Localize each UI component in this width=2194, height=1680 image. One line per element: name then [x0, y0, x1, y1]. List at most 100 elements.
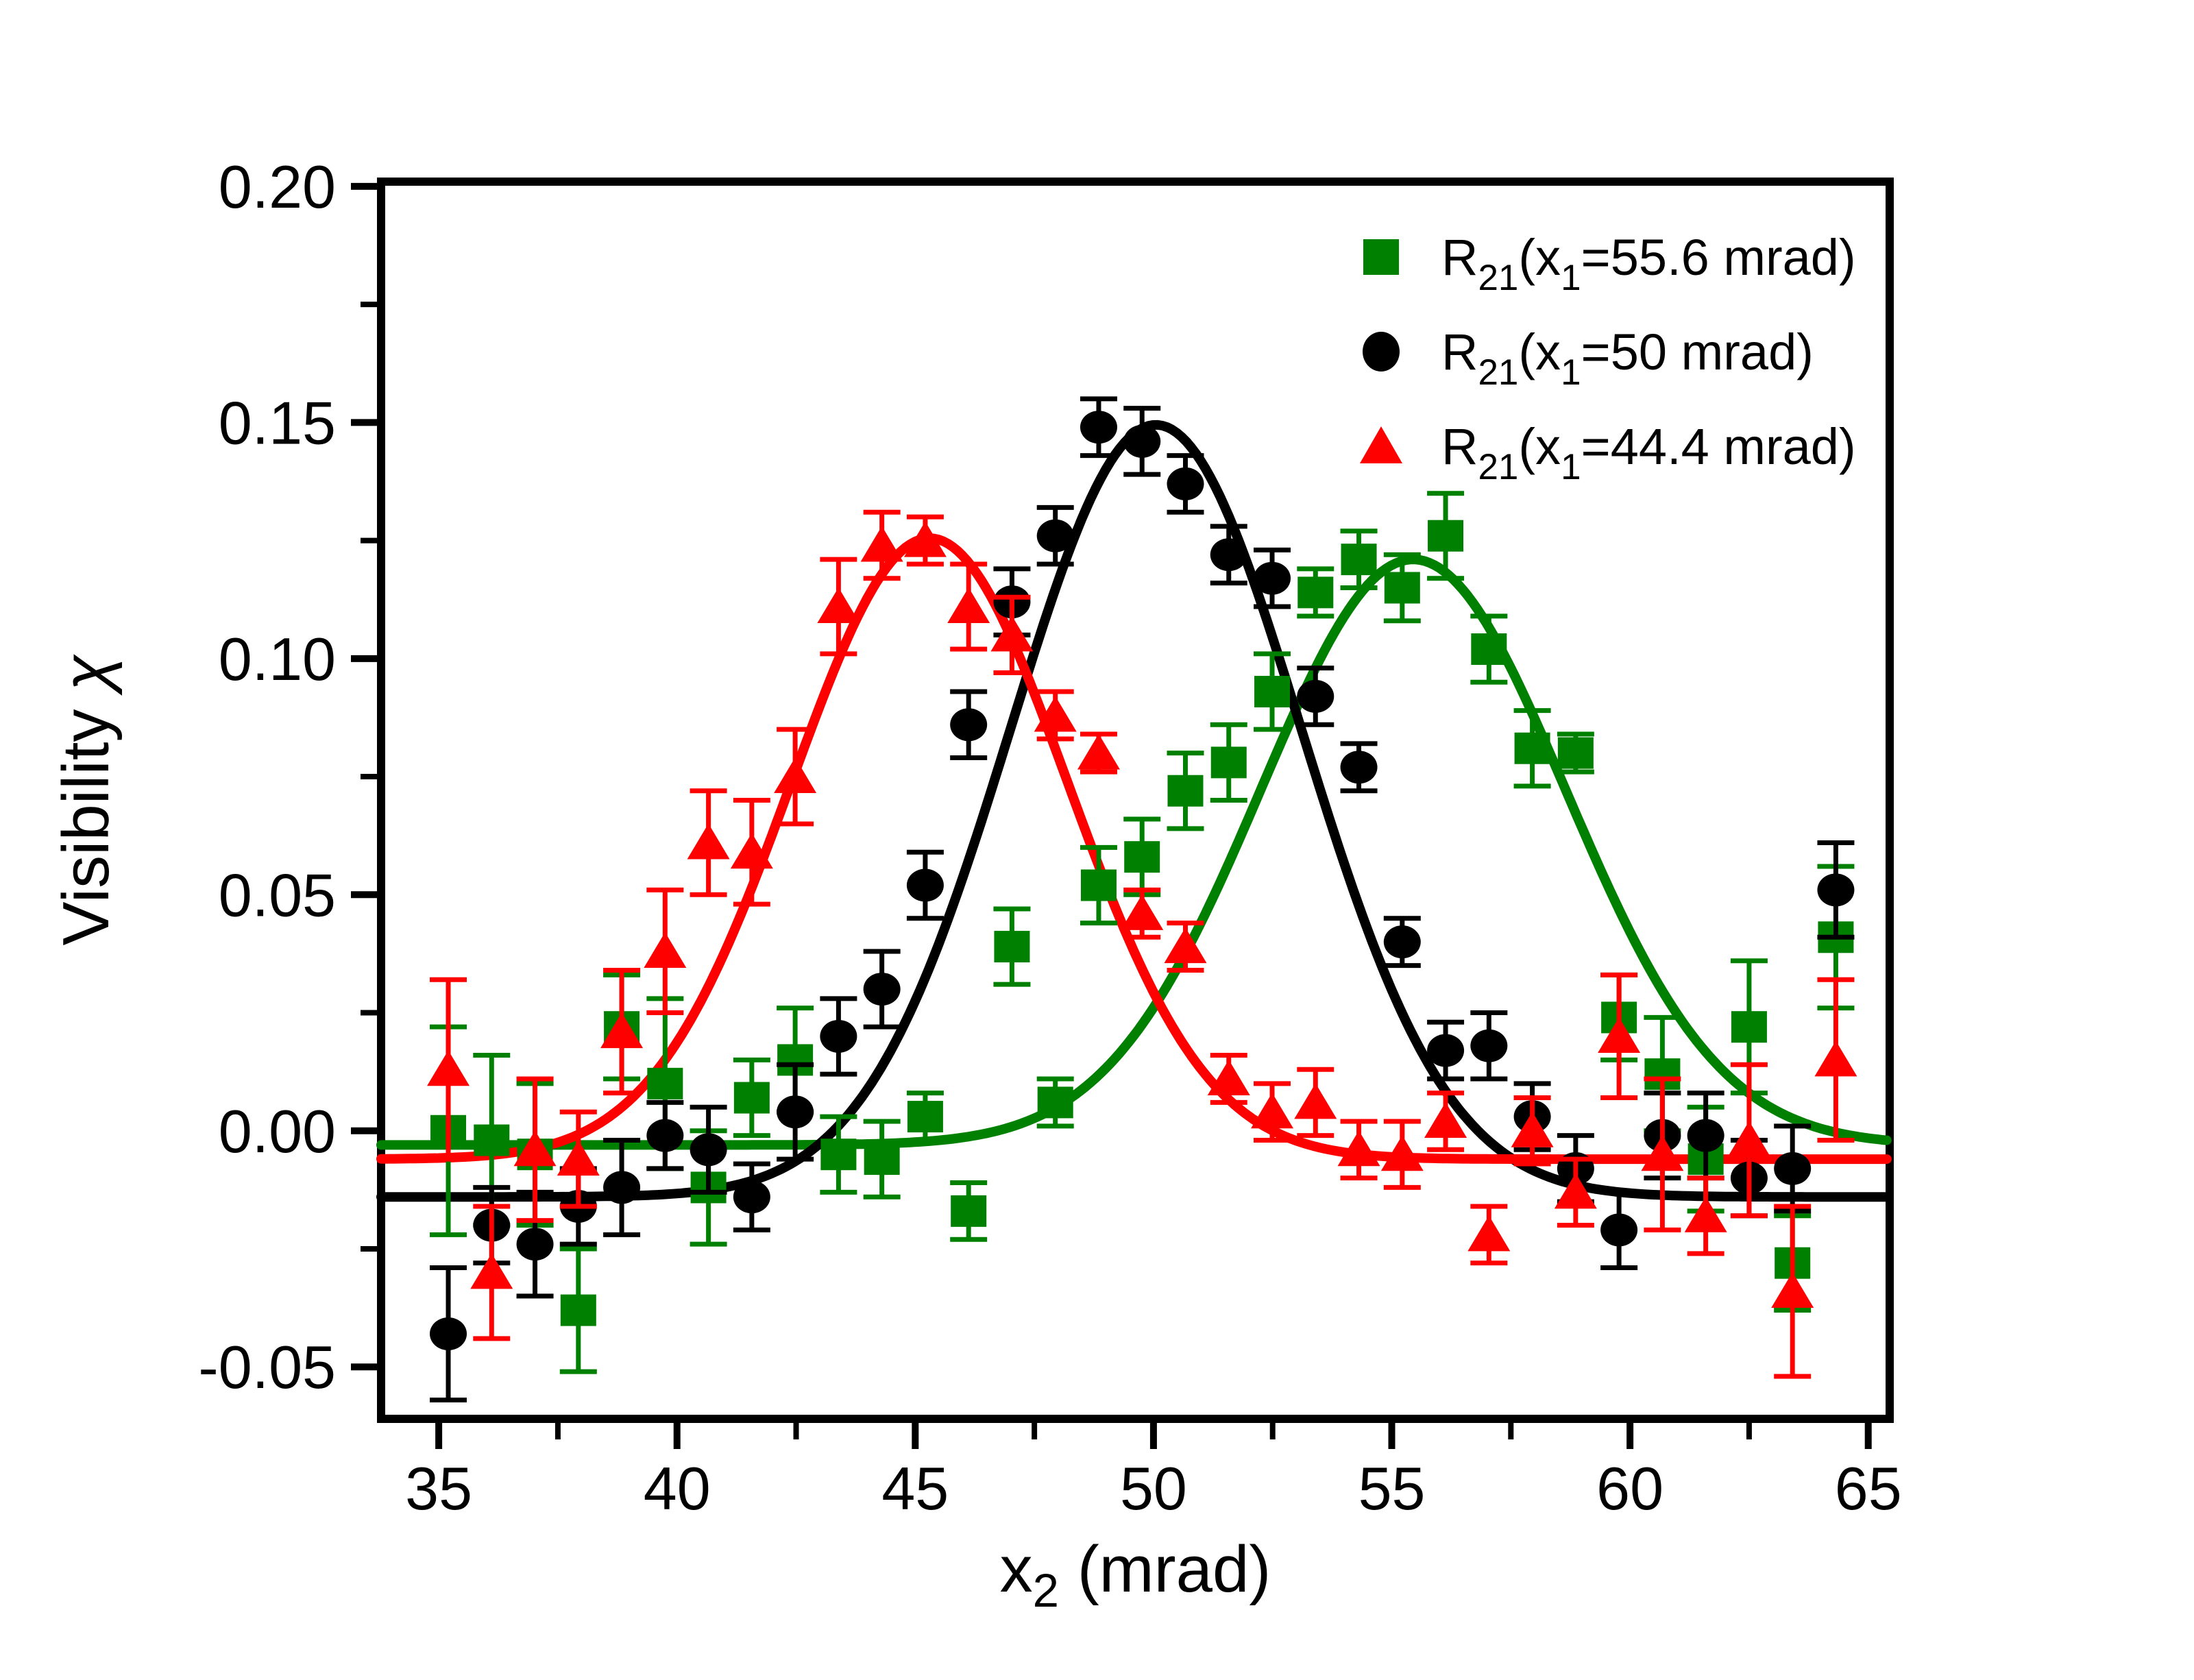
- data-point-square: [1080, 869, 1117, 901]
- data-point-circle: [1340, 751, 1378, 784]
- legend-entry-black: R21(x1=50 mrad): [1363, 324, 1814, 393]
- data-point-square: [1210, 746, 1247, 779]
- data-point-circle: [950, 708, 988, 742]
- data-point-triangle: [990, 616, 1034, 652]
- data-point-circle: [1600, 1213, 1638, 1247]
- data-point-triangle: [1294, 1083, 1337, 1119]
- text-segment: (x: [1518, 229, 1561, 286]
- data-point-square: [1254, 676, 1291, 708]
- data-point-circle: [1774, 1152, 1812, 1185]
- data-point-square: [907, 1101, 943, 1133]
- data-point-triangle: [903, 521, 947, 557]
- x-axis-tick-label: 45: [881, 1454, 949, 1522]
- data-point-circle: [1817, 873, 1855, 907]
- y-axis-tick-label: 0.05: [219, 861, 336, 929]
- x-axis-tick-label: 50: [1120, 1454, 1187, 1522]
- data-point-triangle: [600, 1012, 644, 1049]
- legend-marker-circle: [1363, 332, 1400, 372]
- text-segment: =50 mrad): [1581, 324, 1814, 380]
- y-axis-tick-label: 0.20: [219, 153, 336, 221]
- data-point-circle: [1167, 467, 1204, 500]
- data-point-circle: [1427, 1034, 1465, 1067]
- y-axis-tick-label: 0.10: [219, 625, 336, 693]
- data-point-circle: [863, 973, 901, 1006]
- data-point-triangle: [1121, 894, 1164, 930]
- data-point-square: [1471, 633, 1507, 666]
- text-segment: 1: [1561, 352, 1581, 393]
- legend-entry-red: R21(x1=44.4 mrad): [1360, 418, 1856, 487]
- data-point-triangle: [1207, 1059, 1250, 1095]
- data-point-circle: [1080, 411, 1117, 444]
- data-point-square: [1037, 1086, 1073, 1119]
- data-point-triangle: [557, 1140, 600, 1176]
- text-segment: 1: [1561, 447, 1581, 487]
- text-segment: (mrad): [1059, 1533, 1271, 1606]
- data-point-triangle: [644, 932, 687, 968]
- data-point-circle: [777, 1095, 814, 1129]
- data-point-triangle: [730, 833, 773, 869]
- data-point-triangle: [1424, 1101, 1467, 1138]
- data-point-square: [864, 1143, 900, 1176]
- data-point-square: [1428, 520, 1464, 552]
- x-axis-tick-label: 55: [1358, 1454, 1426, 1522]
- data-point-triangle: [1511, 1111, 1554, 1147]
- legend-entry-green: R21(x1=55.6 mrad): [1363, 229, 1856, 298]
- fit-curve-green: [376, 555, 1892, 1150]
- y-axis-tick-label: 0.15: [219, 389, 336, 456]
- data-point-triangle: [1380, 1135, 1424, 1171]
- data-point-square: [1557, 737, 1594, 769]
- data-point-triangle: [1251, 1093, 1294, 1129]
- data-point-square: [733, 1082, 770, 1114]
- data-point-square: [1384, 572, 1420, 604]
- data-point-square: [1341, 544, 1377, 576]
- x-axis-tick-label: 35: [405, 1454, 472, 1522]
- data-point-triangle: [1598, 1016, 1641, 1053]
- data-point-circle: [1687, 1119, 1724, 1152]
- text-segment: (x: [1518, 418, 1561, 475]
- data-point-square: [1167, 775, 1204, 807]
- text-segment: R: [1441, 418, 1478, 475]
- data-point-triangle: [1641, 1135, 1684, 1171]
- fit-curve-red: [376, 533, 1892, 1165]
- data-point-triangle: [513, 1130, 557, 1167]
- data-point-square: [474, 1124, 510, 1156]
- data-point-circle: [1036, 519, 1074, 552]
- data-point-triangle: [1554, 1173, 1597, 1209]
- legend-label: R21(x1=50 mrad): [1441, 324, 1814, 393]
- text-segment: =44.4 mrad): [1581, 418, 1856, 475]
- data-point-triangle: [687, 823, 730, 860]
- data-point-triangle: [1077, 733, 1120, 770]
- y-axis-title: Visibility χ: [49, 654, 123, 946]
- data-point-circle: [906, 868, 944, 902]
- data-point-circle: [430, 1317, 467, 1350]
- data-point-circle: [733, 1180, 770, 1214]
- data-point-square: [560, 1294, 596, 1326]
- data-point-circle: [1470, 1029, 1508, 1062]
- text-segment: 2: [1033, 1564, 1059, 1617]
- data-point-triangle: [1337, 1130, 1380, 1167]
- data-point-circle: [820, 1019, 857, 1053]
- data-point-triangle: [817, 587, 860, 624]
- data-point-triangle: [774, 757, 817, 794]
- legend-label: R21(x1=55.6 mrad): [1441, 229, 1856, 298]
- text-segment: x: [1000, 1533, 1033, 1606]
- legend-marker-square: [1363, 239, 1399, 275]
- markers-red: [427, 521, 1857, 1308]
- y-axis-tick-label: 0.00: [219, 1097, 336, 1165]
- data-point-square: [994, 931, 1030, 963]
- data-point-square: [951, 1195, 987, 1227]
- data-point-triangle: [1684, 1196, 1727, 1232]
- data-point-circle: [690, 1133, 727, 1167]
- data-point-triangle: [427, 1050, 470, 1086]
- data-point-triangle: [470, 1253, 513, 1289]
- data-point-triangle: [1727, 1121, 1770, 1157]
- text-segment: 21: [1478, 352, 1518, 393]
- text-segment: (x: [1518, 324, 1561, 380]
- data-point-circle: [516, 1228, 554, 1261]
- x-axis-tick-label: 60: [1596, 1454, 1663, 1522]
- data-point-square: [1297, 576, 1334, 609]
- text-segment: 21: [1478, 258, 1518, 298]
- data-point-triangle: [1467, 1215, 1511, 1252]
